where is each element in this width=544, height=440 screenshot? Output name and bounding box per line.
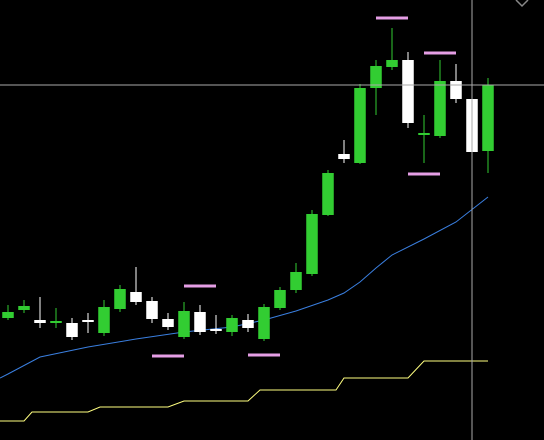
candle-body xyxy=(242,320,254,328)
candle-body xyxy=(50,321,62,323)
indicator-line xyxy=(0,196,489,379)
candle-body xyxy=(290,272,302,290)
candle-body xyxy=(18,306,30,310)
candle-body xyxy=(226,318,238,332)
candle-body xyxy=(338,154,350,159)
candle-body xyxy=(306,214,318,274)
candle-body xyxy=(386,60,398,67)
candle-body xyxy=(2,312,14,318)
candle-body xyxy=(34,320,46,323)
candle-body xyxy=(178,311,190,337)
candle-body xyxy=(402,60,414,123)
candle-body xyxy=(370,66,382,88)
candle-body xyxy=(322,173,334,215)
candle-body xyxy=(210,329,222,331)
candle-body xyxy=(82,320,94,322)
candle-body xyxy=(146,301,158,319)
candle-body xyxy=(114,289,126,309)
indicator-line xyxy=(0,360,488,422)
candle-body xyxy=(482,85,494,151)
candle-body xyxy=(354,88,366,163)
candle-body xyxy=(162,319,174,327)
candle-body xyxy=(194,312,206,332)
candle-body xyxy=(418,133,430,135)
candle-body xyxy=(434,81,446,136)
corner-arrow xyxy=(515,0,529,8)
candle-body xyxy=(258,307,270,339)
candle-body xyxy=(450,81,462,99)
candle-body xyxy=(274,290,286,308)
candle-body xyxy=(98,307,110,333)
candle-body xyxy=(130,292,142,302)
candle-body xyxy=(66,323,78,337)
